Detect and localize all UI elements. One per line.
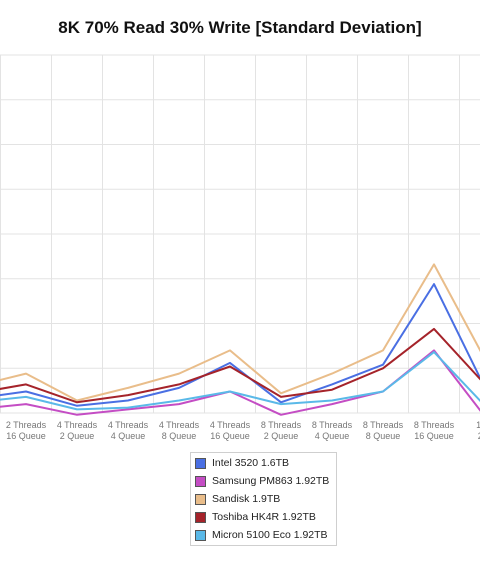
legend-item: Micron 5100 Eco 1.92TB [191,526,336,544]
legend-item: Toshiba HK4R 1.92TB [191,508,336,526]
legend-swatch [195,511,206,523]
series-lines [0,263,480,416]
legend-swatch [195,493,206,505]
legend-swatch [195,475,206,487]
x-tick-label: 4 Threads 16 Queue [210,420,251,441]
series-line-3 [0,263,480,402]
x-tick-label: 8 Threads 16 Queue [414,420,455,441]
series-line-5 [0,351,480,411]
series-line-1 [0,283,480,407]
x-tick-label: 4 Threads 2 Queue [57,420,98,441]
legend-label: Micron 5100 Eco 1.92TB [212,529,328,541]
legend-label: Toshiba HK4R 1.92TB [212,511,316,523]
legend-item: Sandisk 1.9TB [191,490,336,508]
x-tick-label: 2 Threads 16 Queue [6,420,47,441]
legend-label: Samsung PM863 1.92TB [212,475,330,487]
legend-item: Samsung PM863 1.92TB [191,472,336,490]
grid-lines [0,54,480,414]
legend-swatch [195,457,206,469]
legend-item: Intel 3520 1.6TB [191,454,336,472]
legend-swatch [195,529,206,541]
legend-label: Sandisk 1.9TB [212,493,281,505]
chart-title: 8K 70% Read 30% Write [Standard Deviatio… [58,18,422,37]
x-tick-label: 8 Threads 8 Queue [363,420,404,441]
chart-legend: Intel 3520 1.6TB Samsung PM863 1.92TB Sand… [190,452,337,546]
x-tick-label: 4 Threads 4 Queue [108,420,149,441]
x-tick-label: 4 Threads 8 Queue [159,420,200,441]
x-tick-label: 16 T2 Q [476,420,480,441]
x-tick-label: 8 Threads 4 Queue [312,420,353,441]
legend-label: Intel 3520 1.6TB [212,457,290,469]
x-tick-label: 8 Threads 2 Queue [261,420,302,441]
series-line-4 [0,327,480,404]
